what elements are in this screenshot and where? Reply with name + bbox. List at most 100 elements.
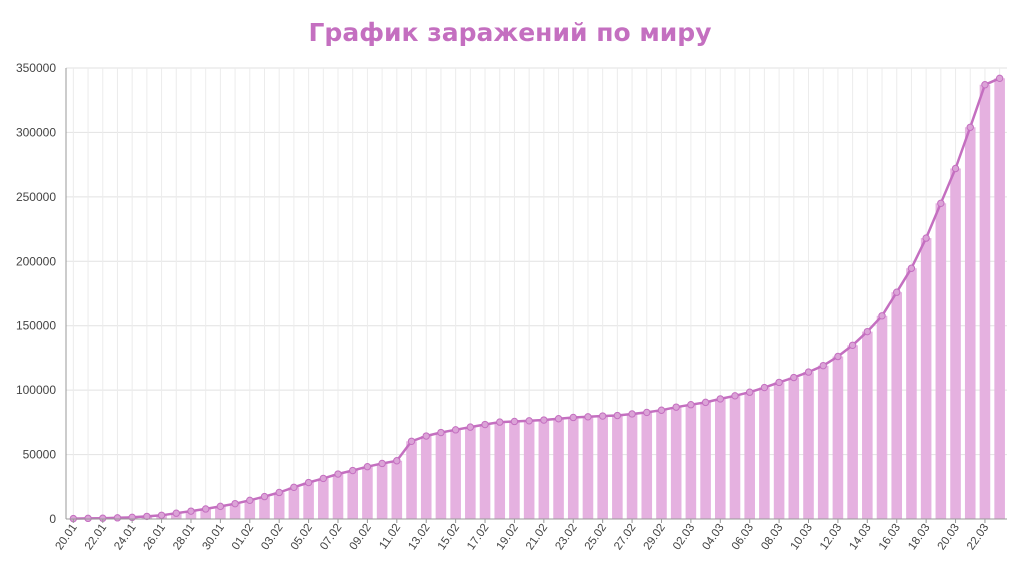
bar bbox=[979, 84, 991, 519]
data-point bbox=[687, 401, 695, 409]
data-point bbox=[804, 368, 813, 376]
bar bbox=[862, 331, 873, 519]
data-point bbox=[216, 502, 225, 511]
bar bbox=[817, 365, 829, 519]
bar bbox=[935, 203, 947, 520]
data-point bbox=[701, 398, 710, 407]
data-point bbox=[407, 437, 416, 445]
x-tick-label: 15.02 bbox=[436, 522, 462, 552]
bar bbox=[347, 470, 359, 519]
bar bbox=[273, 492, 285, 519]
x-tick-label: 30.01 bbox=[201, 522, 227, 552]
x-tick-label: 28.01 bbox=[171, 522, 197, 552]
data-point bbox=[378, 459, 386, 468]
data-point bbox=[187, 507, 195, 515]
x-tick-label: 05.02 bbox=[289, 522, 315, 552]
x-tick-label: 17.02 bbox=[465, 522, 491, 552]
data-point bbox=[275, 488, 283, 497]
data-point bbox=[84, 514, 92, 523]
bar bbox=[685, 404, 697, 519]
bar bbox=[950, 168, 961, 519]
data-point bbox=[422, 432, 430, 440]
bar bbox=[303, 482, 314, 519]
x-tick-label: 11.02 bbox=[377, 522, 403, 552]
bar bbox=[523, 420, 535, 519]
x-tick-label: 29.02 bbox=[642, 522, 668, 552]
x-tick-label: 01.02 bbox=[230, 522, 256, 552]
data-point bbox=[760, 383, 769, 392]
bar bbox=[656, 410, 667, 519]
data-point bbox=[466, 423, 475, 431]
bar bbox=[215, 506, 226, 519]
data-point bbox=[393, 457, 401, 465]
bar bbox=[288, 487, 300, 519]
data-point bbox=[981, 81, 989, 89]
x-tick-label: 02.03 bbox=[671, 522, 697, 552]
x-tick-label: 23.02 bbox=[553, 522, 579, 552]
y-tick-label: 250000 bbox=[16, 190, 56, 204]
x-tick-label: 04.03 bbox=[700, 522, 726, 552]
x-tick-label: 03.02 bbox=[259, 522, 285, 552]
bar bbox=[567, 417, 579, 519]
data-point bbox=[657, 406, 666, 414]
data-point bbox=[951, 164, 960, 173]
data-point bbox=[834, 352, 842, 361]
data-point bbox=[319, 474, 328, 483]
x-tick-label: 10.03 bbox=[789, 522, 815, 552]
data-point bbox=[290, 483, 298, 492]
data-point bbox=[304, 478, 313, 487]
bar bbox=[773, 382, 785, 519]
x-tick-label: 21.02 bbox=[524, 522, 550, 552]
y-tick-label: 150000 bbox=[16, 319, 56, 333]
data-point bbox=[525, 417, 533, 425]
bar bbox=[759, 387, 770, 519]
line-layer bbox=[69, 74, 1004, 523]
x-tick-label: 13.02 bbox=[406, 522, 432, 552]
y-tick-label: 300000 bbox=[16, 125, 56, 139]
data-point bbox=[334, 470, 342, 478]
x-tick-label: 07.02 bbox=[318, 522, 344, 552]
data-point bbox=[569, 413, 577, 422]
bar bbox=[670, 407, 682, 519]
data-point bbox=[819, 361, 827, 370]
bar bbox=[582, 416, 594, 519]
data-point bbox=[349, 466, 357, 475]
data-point bbox=[451, 426, 460, 434]
data-point bbox=[907, 264, 916, 272]
bar bbox=[788, 377, 800, 519]
data-point bbox=[510, 417, 519, 426]
data-point bbox=[231, 499, 239, 508]
data-point bbox=[598, 412, 607, 420]
x-tick-label: 16.03 bbox=[877, 522, 903, 552]
x-tick-label: 09.02 bbox=[348, 522, 374, 552]
x-tick-label: 08.03 bbox=[759, 522, 785, 552]
bar bbox=[891, 292, 903, 519]
data-point bbox=[201, 505, 210, 513]
x-tick-label: 19.02 bbox=[495, 522, 521, 552]
data-point bbox=[716, 395, 724, 403]
data-point bbox=[481, 420, 489, 429]
data-point bbox=[937, 199, 945, 208]
y-tick-label: 100000 bbox=[16, 383, 56, 397]
data-point bbox=[672, 403, 680, 411]
bar bbox=[244, 500, 256, 519]
bar bbox=[876, 315, 888, 519]
y-tick-label: 350000 bbox=[16, 61, 56, 75]
bar bbox=[435, 432, 447, 519]
data-point bbox=[922, 234, 930, 242]
x-tick-label: 06.03 bbox=[730, 522, 756, 552]
data-point bbox=[584, 413, 592, 421]
data-point bbox=[613, 411, 622, 420]
data-point bbox=[246, 496, 254, 505]
x-tick-label: 27.02 bbox=[612, 522, 638, 552]
bar bbox=[964, 127, 976, 519]
bar bbox=[626, 413, 638, 519]
bar bbox=[450, 429, 461, 519]
data-point bbox=[878, 312, 886, 320]
bar bbox=[612, 415, 623, 519]
bar bbox=[185, 511, 197, 519]
data-point bbox=[863, 327, 872, 336]
data-point bbox=[775, 378, 783, 387]
y-tick-label: 50000 bbox=[23, 448, 57, 462]
x-tick-label: 22.03 bbox=[965, 522, 991, 552]
